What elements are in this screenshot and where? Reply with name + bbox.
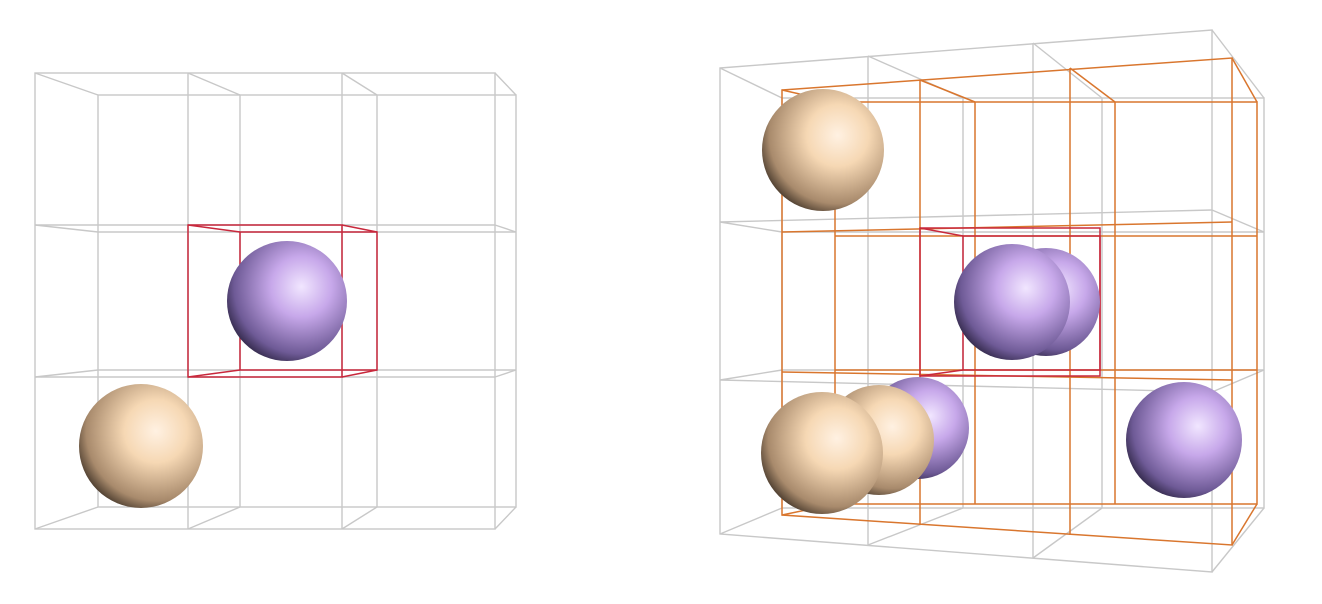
left-atoms [79, 241, 347, 508]
atom-violet [227, 241, 347, 361]
atom-tan [762, 89, 884, 211]
atom-violet [954, 244, 1070, 360]
atom-tan [761, 392, 883, 514]
atom-violet [1126, 382, 1242, 498]
right-panel [719, 29, 1265, 573]
atom-tan [79, 384, 203, 508]
right-atoms [761, 89, 1242, 514]
left-panel [34, 72, 517, 530]
